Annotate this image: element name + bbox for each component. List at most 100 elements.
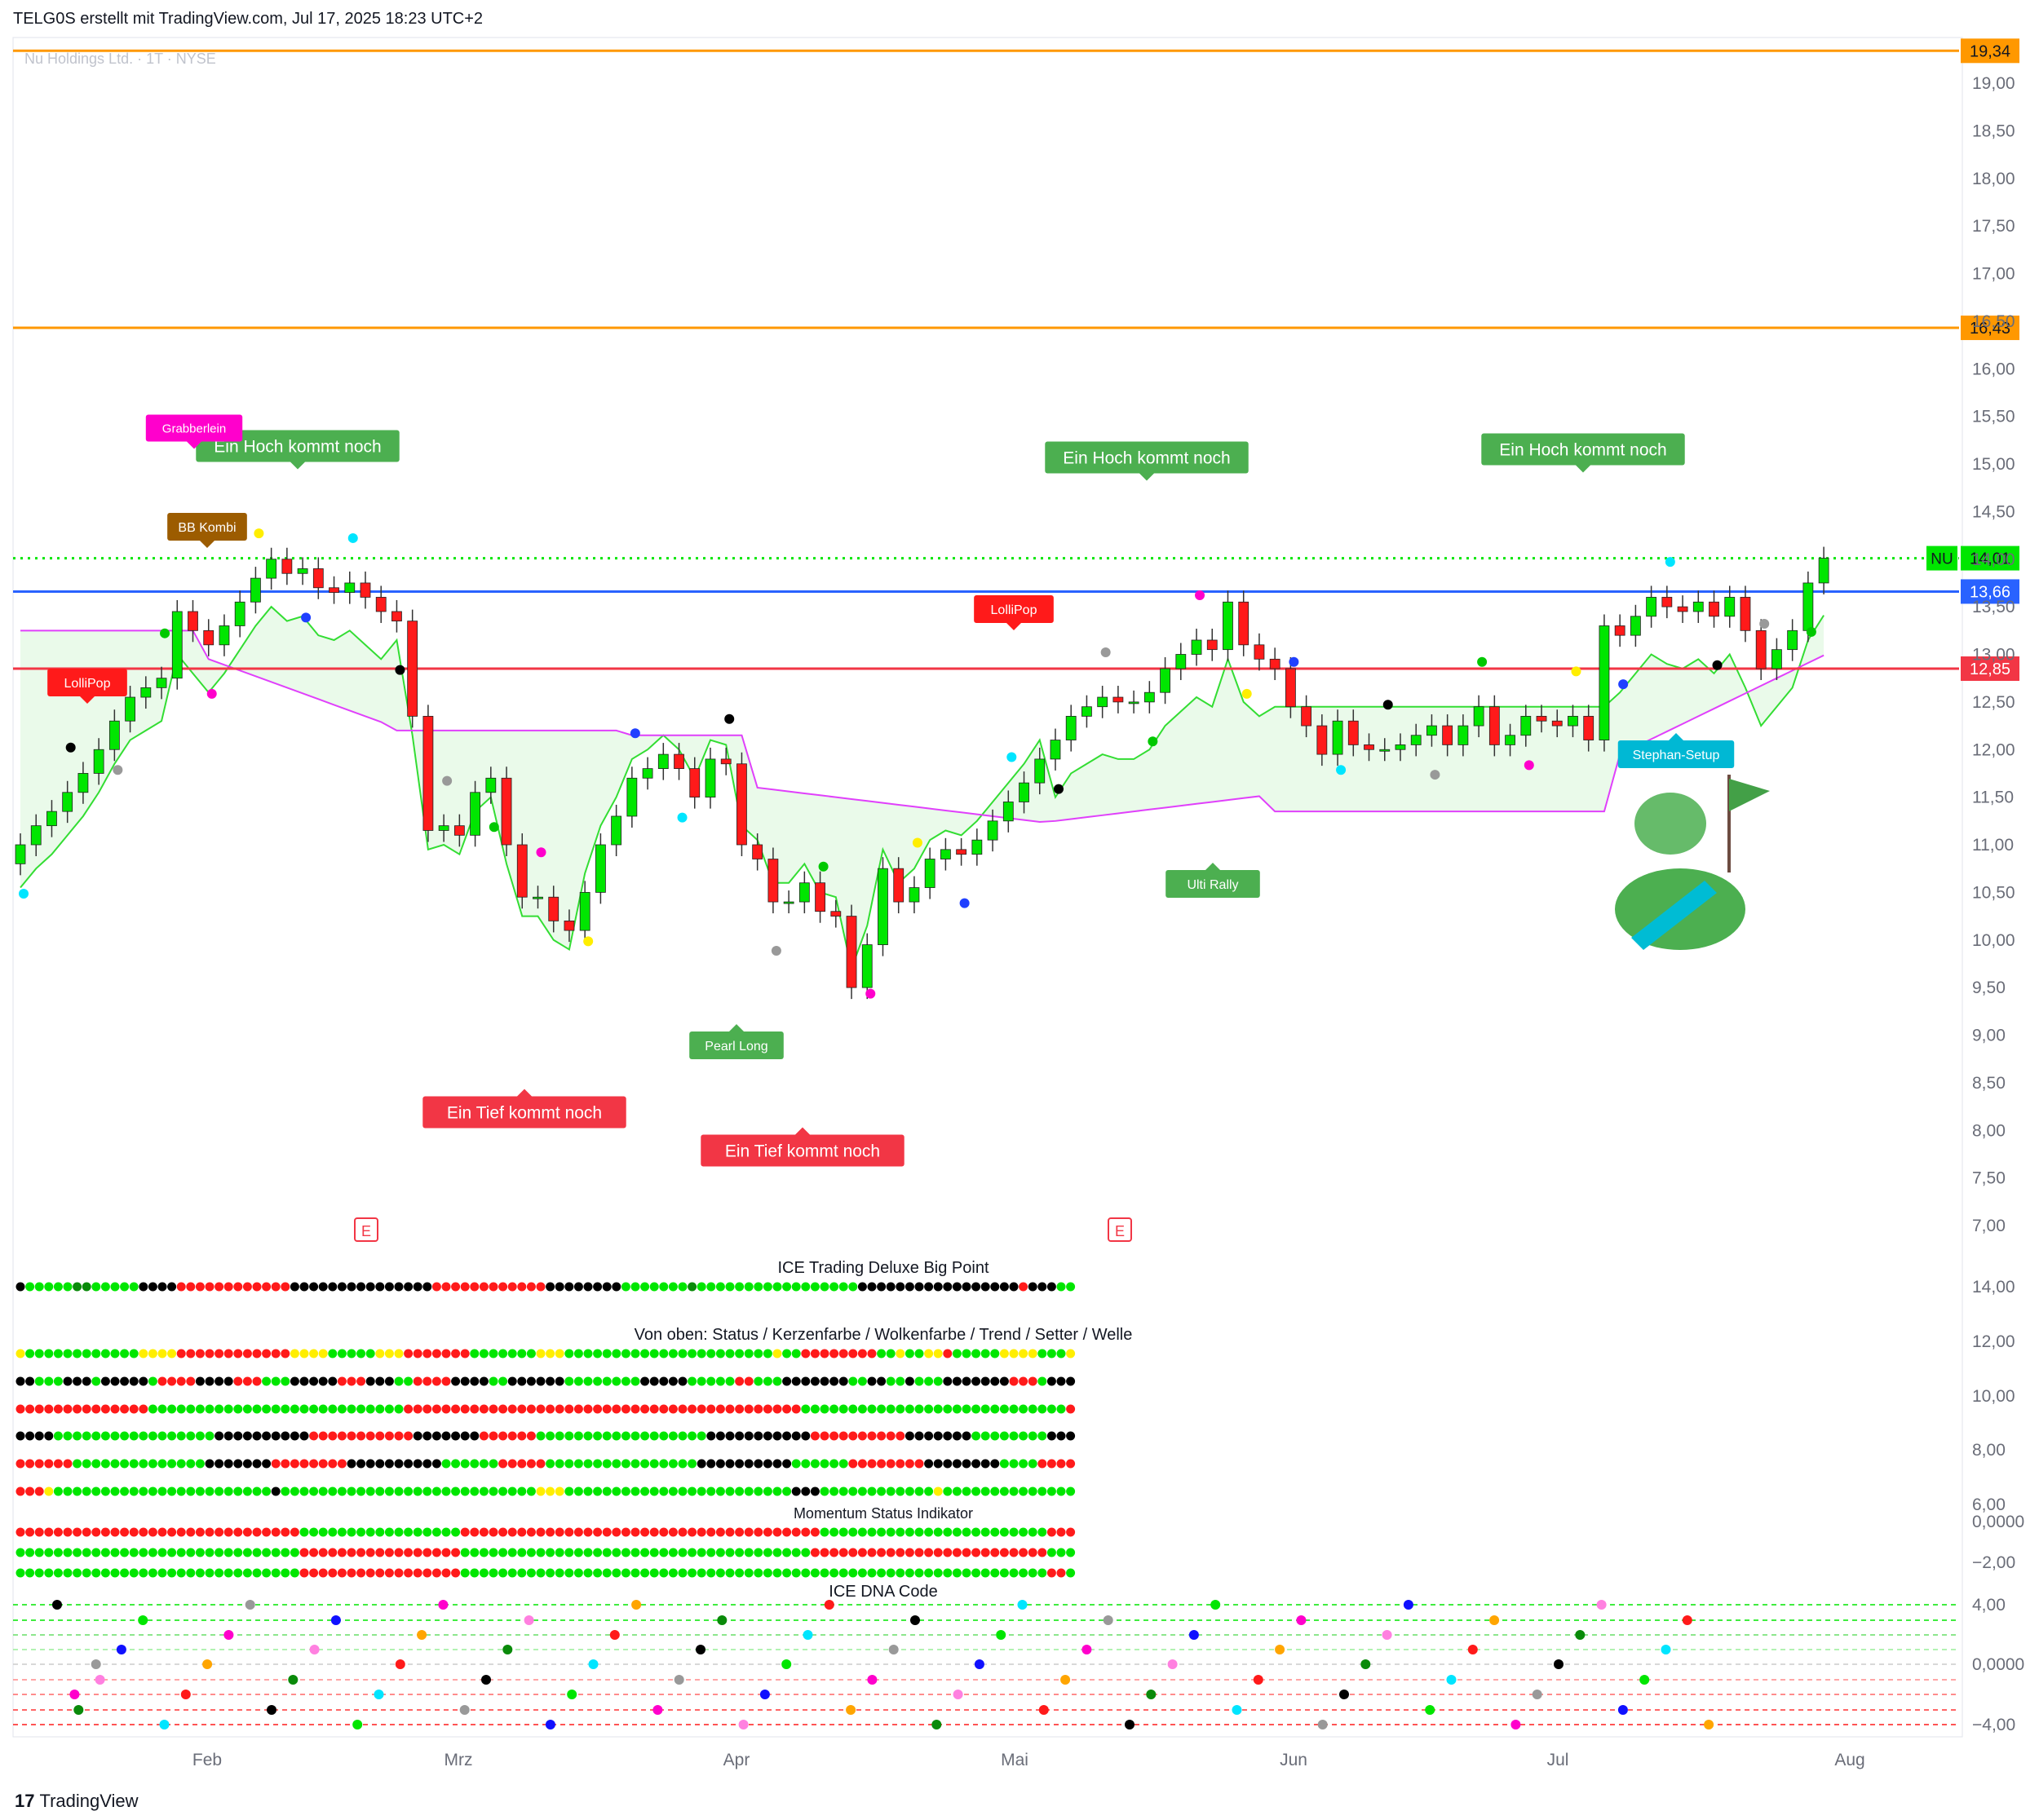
dna-dot (374, 1690, 384, 1699)
status-dot (526, 1568, 536, 1578)
dna-dot (1210, 1600, 1221, 1610)
status-dot (15, 1404, 25, 1414)
status-dot (1009, 1527, 1019, 1537)
status-dot (404, 1459, 414, 1469)
status-dot (73, 1282, 82, 1292)
status-dot (281, 1568, 290, 1578)
status-dot (517, 1282, 527, 1292)
status-dot (186, 1459, 196, 1469)
status-dot (205, 1548, 215, 1557)
status-dot (53, 1548, 63, 1557)
signal-dot (724, 713, 735, 724)
status-dot (678, 1376, 688, 1386)
status-dot (384, 1404, 394, 1414)
status-dot (526, 1486, 536, 1496)
status-dot (422, 1431, 432, 1441)
status-dot (120, 1486, 130, 1496)
status-dot (1009, 1568, 1019, 1578)
status-dot (271, 1376, 281, 1386)
status-dot (281, 1376, 290, 1386)
status-dot (725, 1459, 735, 1469)
status-dot (697, 1486, 706, 1496)
signal-dot (1759, 619, 1770, 629)
status-dot (507, 1548, 517, 1557)
candle-up (125, 696, 135, 722)
status-dot (782, 1282, 792, 1292)
status-dot (15, 1431, 25, 1441)
status-dot (668, 1459, 678, 1469)
status-dot (564, 1548, 574, 1557)
status-dot (896, 1349, 905, 1358)
status-dot (356, 1527, 366, 1537)
status-dot (120, 1404, 130, 1414)
status-dot (962, 1548, 971, 1557)
candle-up (1175, 654, 1187, 669)
status-dot (754, 1459, 763, 1469)
signal-dot (536, 847, 546, 858)
status-dot (678, 1568, 688, 1578)
status-dot (489, 1376, 498, 1386)
status-dot (262, 1486, 272, 1496)
status-dot (129, 1486, 139, 1496)
status-dot (754, 1527, 763, 1537)
status-dot (838, 1349, 848, 1358)
status-dot (91, 1349, 101, 1358)
status-dot (271, 1282, 281, 1292)
status-dot (602, 1486, 612, 1496)
label-high (1481, 433, 1685, 466)
status-dot (763, 1404, 772, 1414)
status-dot (621, 1349, 630, 1358)
status-dot (167, 1431, 177, 1441)
status-dot (810, 1404, 820, 1414)
status-dot (905, 1404, 914, 1414)
status-dot (479, 1486, 489, 1496)
status-dot (612, 1376, 621, 1386)
status-dot (848, 1568, 858, 1578)
status-dot (413, 1431, 422, 1441)
signal-dot (865, 988, 876, 999)
status-dot (195, 1404, 205, 1414)
status-dot (924, 1548, 934, 1557)
status-dot (365, 1349, 375, 1358)
candle-up (1081, 706, 1092, 717)
status-dot (744, 1527, 754, 1537)
status-dot (649, 1486, 659, 1496)
status-dot (526, 1431, 536, 1441)
tradingview-logo-text: TradingView (39, 1791, 139, 1811)
tradingview-brand[interactable]: 17 TradingView (15, 1791, 139, 1812)
candle-up (1787, 629, 1798, 651)
status-dot (914, 1527, 924, 1537)
candle-up (1473, 706, 1484, 727)
status-dot (593, 1486, 603, 1496)
status-dot (252, 1349, 262, 1358)
status-dot (573, 1486, 583, 1496)
status-dot (441, 1486, 451, 1496)
candle-down (1661, 597, 1673, 607)
status-dot (176, 1282, 186, 1292)
status-dot (120, 1459, 130, 1469)
status-dot (431, 1282, 441, 1292)
status-dot (640, 1459, 650, 1469)
candle-up (1050, 740, 1061, 760)
dna-dot (1554, 1659, 1564, 1669)
status-dot (573, 1459, 583, 1469)
status-dot (649, 1349, 659, 1358)
status-dot (479, 1376, 489, 1386)
candle-up (219, 625, 230, 646)
status-dot (555, 1459, 564, 1469)
status-dot (309, 1459, 319, 1469)
signal-dot (818, 861, 829, 872)
status-dot (1056, 1459, 1066, 1469)
status-dot (536, 1282, 546, 1292)
status-dot (801, 1376, 811, 1386)
candle-down (1364, 744, 1374, 750)
status-dot (905, 1486, 914, 1496)
status-dot (943, 1376, 953, 1386)
status-dot (157, 1548, 167, 1557)
status-dot (290, 1431, 299, 1441)
status-dot (422, 1349, 432, 1358)
status-dot (139, 1376, 148, 1386)
status-dot (1046, 1404, 1056, 1414)
status-dot (744, 1459, 754, 1469)
